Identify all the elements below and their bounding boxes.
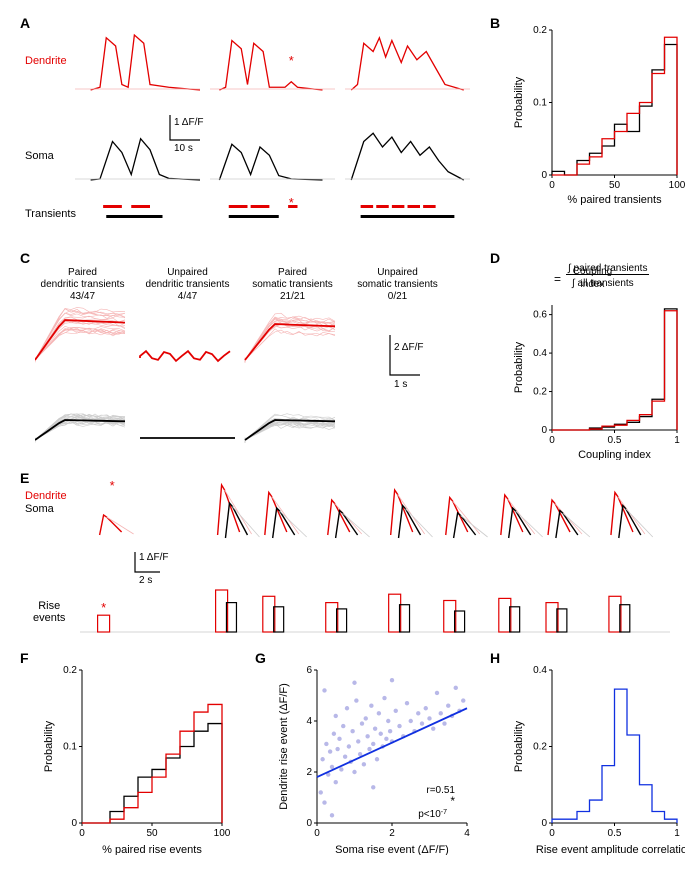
- svg-text:50: 50: [609, 180, 621, 191]
- svg-text:0.5: 0.5: [608, 435, 622, 446]
- panel-h-hist: 0 0.2 0.4 0 0.5 1 Rise event amplitude correla…: [510, 665, 685, 855]
- panel-d-hist: 0 0.2 0.4 0.6 0 0.5 1 Coupling index Probability: [510, 300, 685, 460]
- svg-text:0: 0: [306, 818, 312, 829]
- svg-text:100: 100: [669, 180, 685, 191]
- panel-b-label: B: [490, 15, 500, 31]
- svg-text:Unpaired: Unpaired: [377, 267, 418, 278]
- svg-text:Probability: Probability: [43, 720, 55, 772]
- svg-text:% paired transients: % paired transients: [567, 194, 662, 205]
- svg-text:0: 0: [541, 818, 547, 829]
- svg-text:1: 1: [674, 435, 680, 446]
- svg-text:*: *: [289, 195, 294, 210]
- svg-text:dendritic transients: dendritic transients: [146, 279, 230, 290]
- svg-text:0.4: 0.4: [533, 665, 547, 676]
- svg-text:Paired: Paired: [68, 267, 97, 278]
- svg-text:0: 0: [79, 828, 85, 839]
- svg-text:2: 2: [389, 828, 395, 839]
- panel-f-label: F: [20, 650, 29, 666]
- svg-text:100: 100: [214, 828, 230, 839]
- formula-eq: =: [554, 272, 561, 286]
- panel-c-label: C: [20, 250, 30, 266]
- svg-text:0: 0: [71, 818, 77, 829]
- svg-text:0.5: 0.5: [608, 828, 622, 839]
- dendrite-label-a: Dendrite: [25, 55, 67, 67]
- svg-text:% paired rise events: % paired rise events: [102, 844, 202, 855]
- svg-text:2 ΔF/F: 2 ΔF/F: [394, 342, 423, 353]
- svg-text:1 ΔF/F: 1 ΔF/F: [139, 552, 168, 563]
- svg-text:p<10-7: p<10-7: [418, 809, 447, 821]
- panel-e-label: E: [20, 470, 29, 486]
- svg-text:Probability: Probability: [513, 341, 525, 393]
- svg-text:0.2: 0.2: [63, 665, 77, 676]
- panel-d-label: D: [490, 250, 500, 266]
- svg-text:0.4: 0.4: [533, 348, 547, 359]
- svg-text:somatic transients: somatic transients: [252, 279, 333, 290]
- svg-text:0.1: 0.1: [63, 742, 77, 753]
- panel-a-traces: * * 1 ΔF/F 10 s: [75, 25, 475, 235]
- svg-text:0.2: 0.2: [533, 387, 547, 398]
- svg-text:Coupling index: Coupling index: [578, 449, 651, 460]
- svg-text:4/47: 4/47: [178, 291, 198, 302]
- svg-text:dendritic transients: dendritic transients: [41, 279, 125, 290]
- svg-text:10 s: 10 s: [174, 143, 193, 154]
- rise-events-label: Riseevents: [33, 600, 65, 624]
- panel-a-label: A: [20, 15, 30, 31]
- panel-g-label: G: [255, 650, 266, 666]
- svg-text:*: *: [101, 600, 106, 615]
- svg-text:6: 6: [306, 665, 312, 676]
- svg-text:4: 4: [464, 828, 470, 839]
- svg-text:43/47: 43/47: [70, 291, 95, 302]
- panel-c-traces: Paireddendritic transients43/47Unpairedd…: [35, 265, 475, 460]
- svg-text:1 ΔF/F: 1 ΔF/F: [174, 117, 203, 128]
- svg-text:0.1: 0.1: [533, 98, 547, 109]
- svg-text:Dendrite rise event (ΔF/F): Dendrite rise event (ΔF/F): [278, 683, 290, 810]
- svg-text:Probability: Probability: [513, 720, 525, 772]
- svg-text:*: *: [110, 480, 115, 493]
- svg-text:0.2: 0.2: [533, 25, 547, 36]
- svg-text:1: 1: [674, 828, 680, 839]
- svg-text:Probability: Probability: [513, 76, 525, 128]
- svg-text:0.2: 0.2: [533, 742, 547, 753]
- panel-g-scatter: 0246024r=0.51*p<10-7Soma rise event (ΔF/…: [275, 665, 475, 855]
- panel-b-hist: 0 0.1 0.2 0 50 100 % paired transients Probabil…: [510, 25, 685, 205]
- panel-h-label: H: [490, 650, 500, 666]
- svg-text:Rise event amplitude correlati: Rise event amplitude correlation: [536, 844, 685, 855]
- formula-den: ∫ all transients: [572, 278, 634, 289]
- formula-num: ∫ paired transients: [566, 263, 649, 275]
- panel-f-hist: 0 0.1 0.2 0 50 100 % paired rise events Probabi…: [40, 665, 230, 855]
- svg-text:21/21: 21/21: [280, 291, 305, 302]
- svg-text:Paired: Paired: [278, 267, 307, 278]
- svg-text:1 s: 1 s: [394, 379, 407, 390]
- svg-text:*: *: [289, 53, 294, 68]
- svg-text:0: 0: [541, 425, 547, 436]
- transients-label-a: Transients: [25, 208, 76, 220]
- svg-text:0/21: 0/21: [388, 291, 408, 302]
- soma-label-a: Soma: [25, 150, 54, 162]
- svg-text:0: 0: [314, 828, 320, 839]
- svg-text:somatic transients: somatic transients: [357, 279, 438, 290]
- svg-text:2 s: 2 s: [139, 575, 152, 586]
- panel-e-traces: * 1 ΔF/F 2 s *: [80, 480, 680, 640]
- soma-label-e: Soma: [25, 503, 54, 515]
- svg-text:*: *: [450, 794, 455, 808]
- svg-text:0: 0: [549, 828, 555, 839]
- svg-text:2: 2: [306, 767, 312, 778]
- svg-text:0.6: 0.6: [533, 310, 547, 321]
- dendrite-label-e: Dendrite: [25, 490, 67, 502]
- svg-text:4: 4: [306, 716, 312, 727]
- svg-text:0: 0: [549, 435, 555, 446]
- svg-text:Soma rise event (ΔF/F): Soma rise event (ΔF/F): [335, 844, 449, 855]
- figure: A B C D E F G H Dendrite Soma Transients…: [10, 10, 683, 859]
- svg-text:0: 0: [549, 180, 555, 191]
- svg-text:50: 50: [146, 828, 158, 839]
- svg-text:Unpaired: Unpaired: [167, 267, 208, 278]
- svg-text:0: 0: [541, 170, 547, 181]
